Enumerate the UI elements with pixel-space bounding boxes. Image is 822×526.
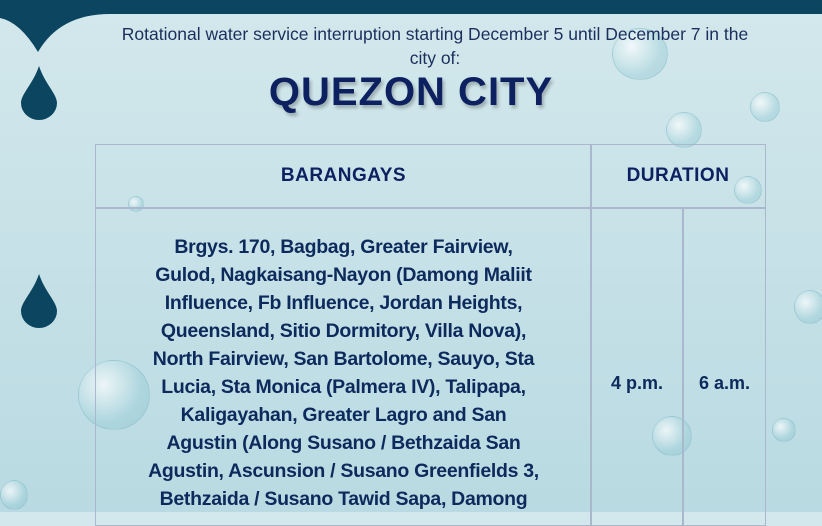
bubble-decoration xyxy=(666,112,702,148)
banner-curve xyxy=(0,0,140,52)
page-title: QUEZON CITY xyxy=(268,70,554,114)
bubble-decoration xyxy=(750,92,780,122)
subtitle-line: city of: xyxy=(409,48,461,68)
bubble-decoration xyxy=(0,480,28,510)
duration-start: 4 p.m. xyxy=(610,373,663,393)
barangay-line: Queensland, Sitio Dormitory, Villa Nova)… xyxy=(160,320,527,342)
water-drop-icon xyxy=(21,66,57,120)
table-row-barangays: Brgys. 170, Bagbag, Greater Fairview, Gu… xyxy=(96,233,591,513)
column-header-barangays: BARANGAYS xyxy=(280,165,407,186)
water-drop-icon xyxy=(21,274,57,328)
barangay-line: Gulod, Nagkaisang-Nayon (Damong Maliit xyxy=(155,264,532,286)
column-header-duration: DURATION xyxy=(626,165,730,186)
subtitle: Rotational water service interruption st… xyxy=(70,22,800,70)
column-divider xyxy=(682,209,684,525)
barangay-line: Agustin, Ascunsion / Susano Greenfields … xyxy=(148,460,539,482)
header-divider xyxy=(96,207,765,209)
interruption-table: BARANGAYS DURATION Brgys. 170, Bagbag, G… xyxy=(95,144,766,526)
column-divider xyxy=(590,145,592,525)
subtitle-line: Rotational water service interruption st… xyxy=(121,24,749,44)
barangay-line: Agustin (Along Susano / Bethzaida San xyxy=(166,432,521,454)
duration-end: 6 a.m. xyxy=(698,373,751,393)
bubble-decoration xyxy=(794,290,822,324)
barangay-line: Lucia, Sta Monica (Palmera IV), Talipapa… xyxy=(161,376,526,398)
bubble-decoration xyxy=(78,360,150,430)
barangay-line: Bethzaida / Susano Tawid Sapa, Damong xyxy=(159,488,528,510)
bubble-decoration xyxy=(772,418,796,442)
barangay-line: Influence, Fb Influence, Jordan Heights, xyxy=(164,292,523,314)
barangay-line: Kaligayahan, Greater Lagro and San xyxy=(180,404,507,426)
barangay-line: North Fairview, San Bartolome, Sauyo, St… xyxy=(152,348,535,370)
barangay-line: Brgys. 170, Bagbag, Greater Fairview, xyxy=(174,236,513,258)
bubble-decoration xyxy=(612,28,668,80)
top-banner xyxy=(0,0,822,14)
bubble-decoration xyxy=(652,416,692,456)
bubble-decoration xyxy=(734,176,762,204)
